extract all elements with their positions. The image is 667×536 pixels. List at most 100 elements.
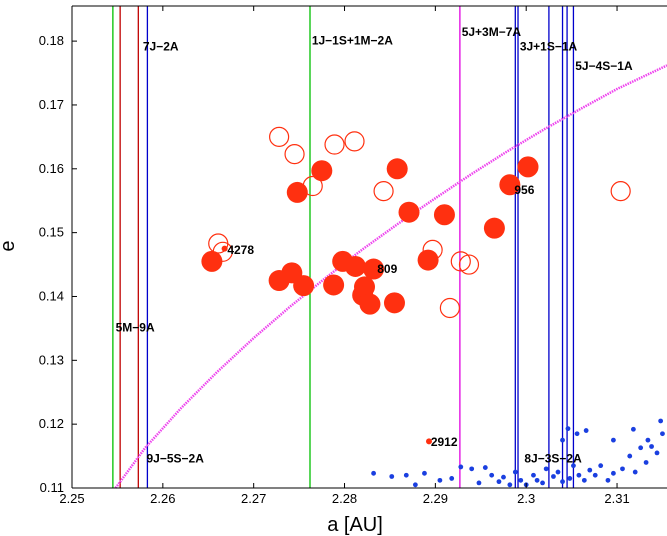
blue-point — [571, 463, 576, 469]
blue-point — [512, 469, 518, 475]
filled-marker — [386, 158, 408, 180]
filled-marker — [359, 293, 381, 315]
y-tick-label: 0.15 — [39, 225, 64, 240]
asteroid-label: 956 — [514, 183, 534, 197]
blue-point — [611, 470, 616, 476]
blue-point — [476, 480, 482, 486]
blue-point — [551, 474, 556, 479]
y-tick-label: 0.14 — [39, 288, 64, 303]
y-tick-label: 0.16 — [39, 161, 64, 176]
filled-marker — [293, 275, 315, 297]
filled-marker — [517, 156, 539, 178]
filled-marker — [499, 174, 521, 196]
open-marker — [450, 251, 471, 272]
x-tick-label: 2.28 — [332, 491, 357, 506]
x-tick-label: 2.31 — [604, 491, 629, 506]
filled-marker — [383, 292, 405, 314]
x-tick-label: 2.3 — [517, 491, 535, 506]
blue-point — [507, 482, 513, 488]
blue-point — [630, 426, 636, 432]
blue-point — [518, 477, 524, 483]
resonance-label: 1J−1S+1M−2A — [312, 33, 393, 47]
blue-point — [627, 453, 633, 459]
blue-point — [540, 480, 545, 486]
blue-point — [560, 479, 565, 485]
blue-point — [437, 477, 443, 483]
y-tick-label: 0.18 — [39, 33, 64, 48]
filled-marker — [363, 258, 385, 280]
x-tick-label: 2.26 — [150, 491, 175, 506]
blue-point — [449, 476, 455, 481]
blue-point — [632, 469, 638, 475]
blue-point — [598, 463, 604, 469]
blue-point — [496, 479, 502, 485]
resonance-label: 9J−5S−2A — [146, 451, 204, 465]
markers-layer — [201, 126, 665, 488]
y-axis-label: e — [0, 240, 19, 251]
blue-point — [482, 465, 488, 470]
small-red-point — [426, 438, 432, 445]
y-tick-label: 0.11 — [40, 480, 64, 495]
blue-point — [649, 444, 654, 449]
blue-point — [469, 466, 475, 472]
blue-point — [645, 437, 651, 443]
blue-point — [660, 431, 665, 437]
boundary-curve — [114, 64, 667, 489]
open-marker — [284, 144, 305, 165]
resonance-label: 3J+1S−1A — [520, 40, 578, 54]
asteroid-label: 4278 — [227, 243, 254, 257]
filled-marker — [323, 274, 345, 296]
blue-point — [620, 466, 625, 472]
y-tick-label: 0.17 — [39, 97, 64, 112]
blue-point — [389, 474, 395, 479]
blue-point — [658, 418, 664, 424]
blue-point — [412, 482, 418, 488]
open-marker — [610, 181, 631, 202]
filled-marker — [417, 249, 439, 271]
blue-point — [489, 472, 495, 478]
open-marker — [324, 134, 345, 155]
blue-point — [422, 470, 427, 476]
filled-marker — [433, 204, 455, 226]
resonance-label: 7J−2A — [143, 40, 179, 54]
blue-point — [587, 467, 593, 473]
resonance-label: 5J−4S−1A — [575, 59, 633, 73]
blue-point — [531, 472, 536, 478]
resonance-label: 5M−9A — [116, 321, 155, 335]
blue-point — [560, 437, 565, 443]
blue-point — [581, 477, 587, 483]
blue-point — [611, 437, 616, 443]
blue-point — [576, 472, 582, 478]
x-tick-label: 2.25 — [59, 491, 84, 506]
blue-point — [555, 469, 561, 475]
blue-point — [592, 472, 598, 478]
blue-point — [501, 474, 506, 480]
open-marker — [344, 131, 365, 152]
blue-point — [567, 476, 573, 481]
resonance-lines — [112, 6, 575, 488]
filled-marker — [201, 250, 223, 272]
x-tick-label: 2.29 — [423, 491, 448, 506]
blue-point — [583, 428, 589, 433]
blue-point — [605, 477, 611, 483]
blue-point — [654, 450, 660, 456]
blue-point — [403, 472, 409, 478]
filled-marker — [398, 201, 420, 223]
blue-point — [574, 431, 580, 437]
small-red-point — [221, 245, 228, 252]
boundary-curve-layer — [114, 64, 667, 489]
x-tick-label: 2.27 — [241, 491, 266, 506]
y-tick-label: 0.13 — [39, 352, 64, 367]
blue-point — [565, 426, 571, 432]
blue-point — [638, 445, 644, 451]
filled-marker — [354, 276, 376, 298]
blue-point — [534, 477, 540, 483]
x-axis-label: a [AU] — [327, 514, 383, 536]
blue-point — [458, 464, 464, 470]
axes: 2.25 2.26 2.27 2.28 2.29 2.3 2.31 0.11 0.12 0.13 0… — [39, 5, 667, 506]
blue-point — [543, 466, 549, 472]
resonance-label: 5J+3M−7A — [462, 25, 522, 39]
resonance-label: 8J−3S−2A — [524, 451, 582, 465]
open-marker — [439, 297, 460, 319]
